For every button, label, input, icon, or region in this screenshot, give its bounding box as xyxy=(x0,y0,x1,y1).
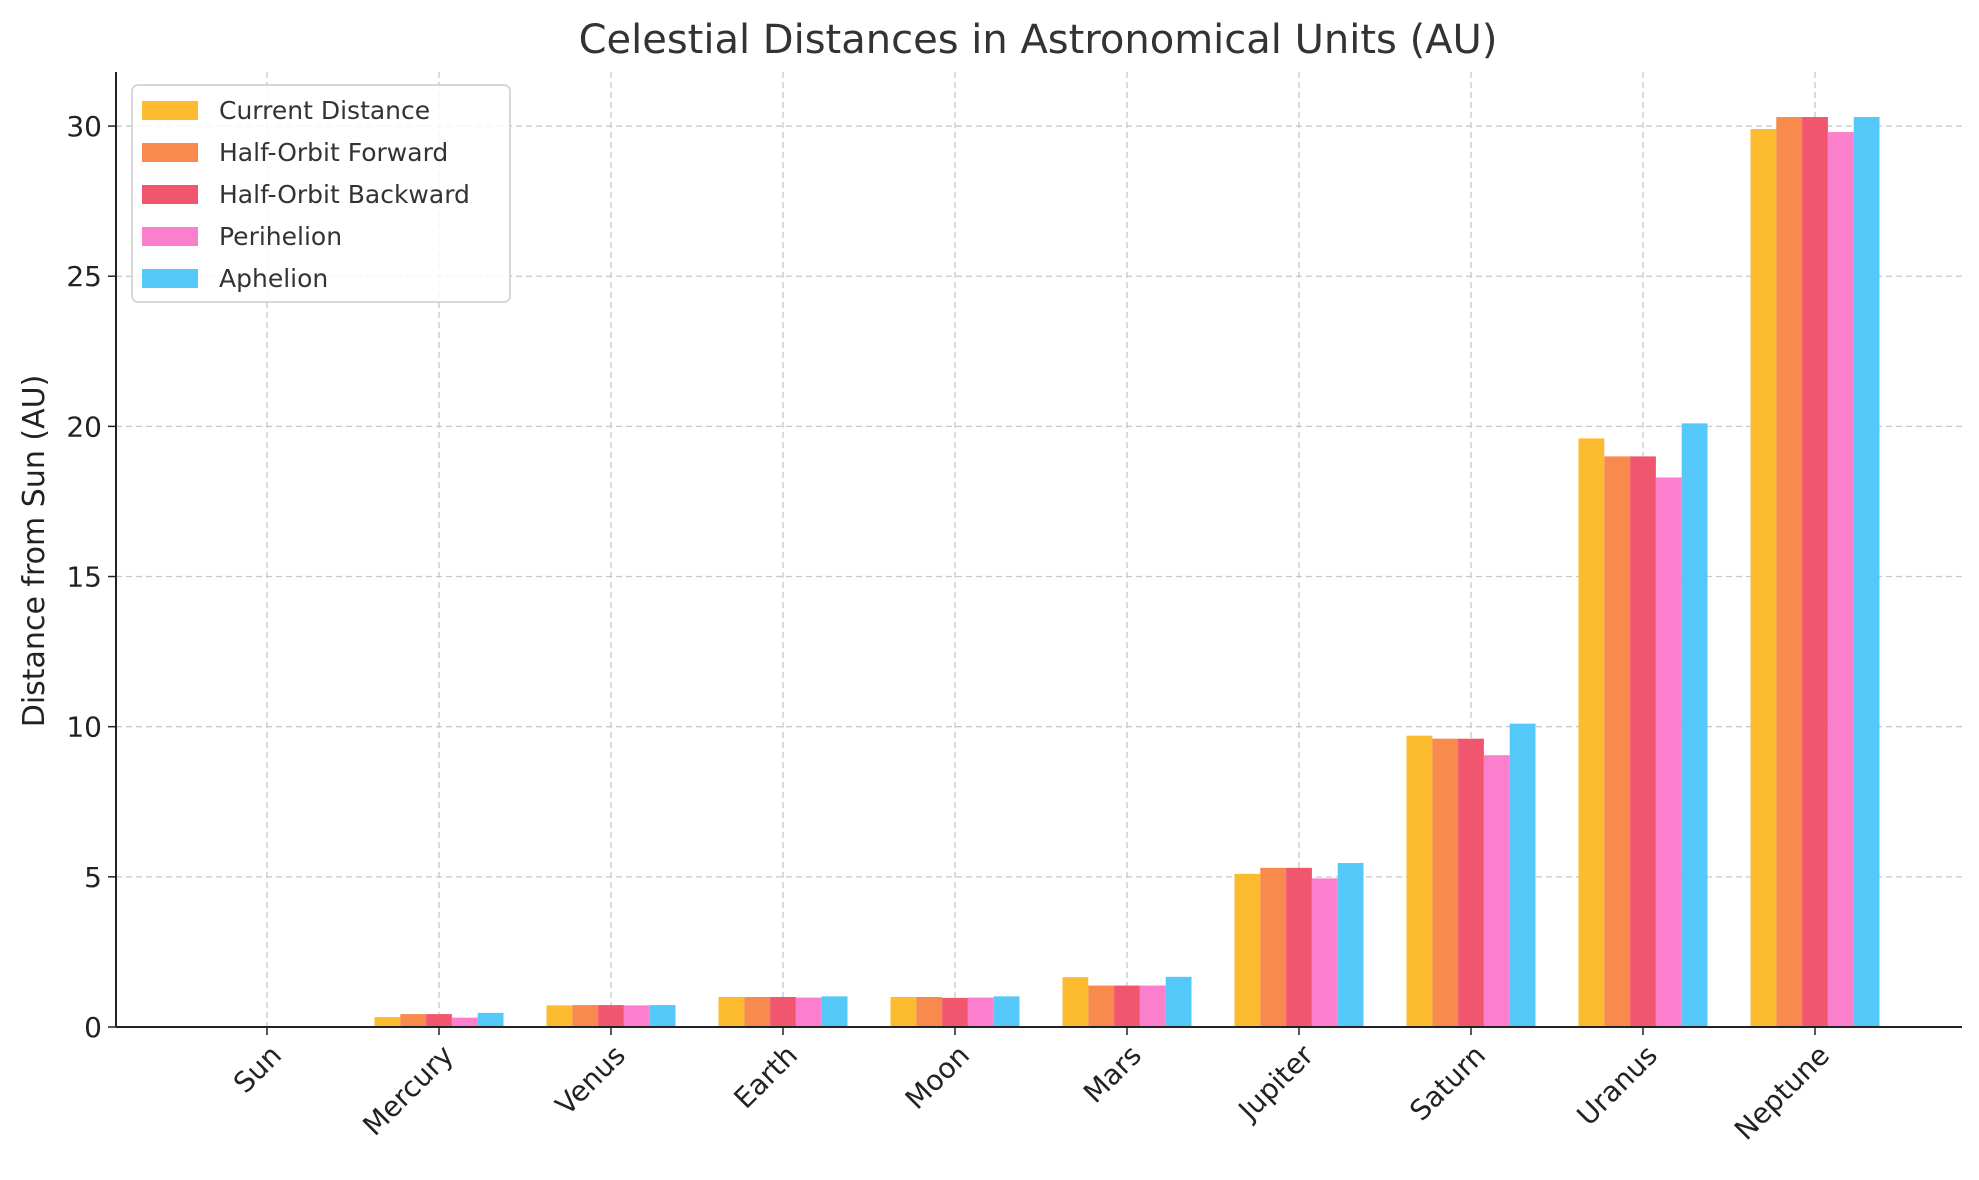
bar xyxy=(451,1017,478,1027)
bar xyxy=(426,1014,452,1027)
y-tick-label: 5 xyxy=(84,861,102,894)
bar xyxy=(1234,873,1261,1027)
bar xyxy=(623,1005,650,1027)
bar xyxy=(795,997,822,1027)
bar xyxy=(1630,456,1656,1027)
x-tick-label: Saturn xyxy=(1403,1039,1492,1128)
x-tick-label: Jupiter xyxy=(1231,1038,1321,1128)
x-tick-label: Sun xyxy=(227,1039,288,1100)
bar xyxy=(1406,735,1433,1027)
y-tick-label: 0 xyxy=(84,1011,102,1044)
bar xyxy=(1088,985,1115,1027)
bar xyxy=(1062,977,1089,1027)
legend-swatch xyxy=(142,101,198,120)
axes xyxy=(108,72,1962,1035)
bar xyxy=(1432,738,1459,1027)
bar xyxy=(1853,117,1880,1027)
bar xyxy=(744,996,771,1027)
bar xyxy=(1165,976,1192,1027)
legend-label: Half-Orbit Forward xyxy=(219,138,448,167)
bar xyxy=(1604,456,1631,1027)
legend-label: Aphelion xyxy=(219,264,328,293)
bar xyxy=(967,997,994,1027)
bar xyxy=(1139,985,1166,1027)
x-tick-label: Moon xyxy=(899,1039,976,1116)
legend-label: Half-Orbit Backward xyxy=(219,180,470,209)
bar xyxy=(400,1014,427,1027)
bar xyxy=(1578,438,1605,1027)
bar xyxy=(1776,117,1803,1027)
bar xyxy=(546,1005,573,1027)
bar xyxy=(477,1012,504,1027)
bar xyxy=(916,996,943,1027)
bar xyxy=(1311,878,1338,1027)
x-tick-label: Neptune xyxy=(1728,1039,1836,1147)
bar xyxy=(598,1005,624,1027)
bar xyxy=(649,1005,676,1027)
legend: Current Distance Half-Orbit Forward Half-O… xyxy=(131,84,511,303)
bar xyxy=(942,997,968,1027)
bar xyxy=(1655,477,1682,1027)
bar xyxy=(1509,723,1536,1027)
y-axis-label: Distance from Sun (AU) xyxy=(17,375,52,728)
bar xyxy=(1337,863,1364,1027)
y-tick-label: 10 xyxy=(66,711,102,744)
y-tick-label: 15 xyxy=(66,561,102,594)
legend-label: Current Distance xyxy=(219,96,430,125)
y-tick-label: 25 xyxy=(66,260,102,293)
bar xyxy=(1483,755,1510,1027)
bar xyxy=(1750,129,1777,1027)
bars xyxy=(374,117,1880,1028)
legend-label: Perihelion xyxy=(219,222,342,251)
legend-swatch xyxy=(142,227,198,246)
bar xyxy=(1458,738,1484,1027)
legend-swatch xyxy=(142,185,198,204)
bar xyxy=(1286,867,1312,1027)
bar xyxy=(572,1005,599,1027)
bar xyxy=(770,996,796,1027)
x-tick-label: Uranus xyxy=(1570,1039,1664,1133)
bar xyxy=(821,996,848,1027)
bar xyxy=(890,996,917,1027)
y-tick-label: 30 xyxy=(66,110,102,143)
bar xyxy=(718,996,745,1027)
bar xyxy=(1681,423,1708,1027)
x-tick-label: Mars xyxy=(1077,1039,1148,1110)
x-tick-label: Mercury xyxy=(356,1039,460,1143)
legend-swatch xyxy=(142,143,198,162)
legend-swatch xyxy=(142,269,198,288)
bar xyxy=(1827,132,1854,1028)
x-tick-label: Venus xyxy=(549,1039,632,1122)
chart-title: Celestial Distances in Astronomical Unit… xyxy=(579,17,1498,63)
bar xyxy=(1114,985,1140,1027)
bar xyxy=(1260,867,1287,1027)
bar xyxy=(374,1017,401,1027)
legend-box xyxy=(131,84,511,303)
y-tick-label: 20 xyxy=(66,410,102,443)
bar xyxy=(993,996,1020,1027)
x-tick-label: Earth xyxy=(728,1039,804,1115)
bar xyxy=(1802,117,1828,1027)
